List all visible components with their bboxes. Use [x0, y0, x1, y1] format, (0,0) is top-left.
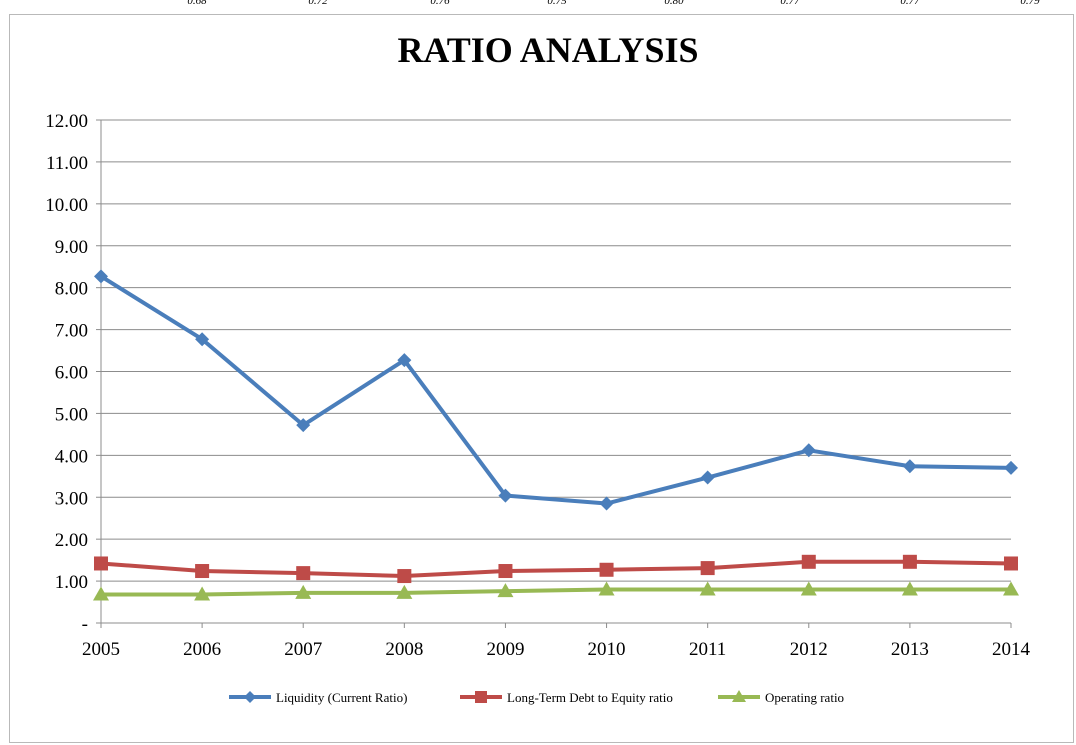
y-tick-label: 10.00	[45, 195, 88, 216]
legend-label: Operating ratio	[765, 690, 844, 705]
y-tick-label: 9.00	[55, 237, 88, 258]
data-point	[1004, 460, 1018, 475]
y-tick-label: -	[82, 614, 88, 635]
chart-frame	[9, 14, 1074, 743]
series-line	[100, 559, 1012, 579]
y-tick-label: 8.00	[55, 279, 88, 300]
top-row-value: 0.72	[308, 0, 328, 7]
legend-item: Operating ratio	[718, 690, 844, 705]
data-point	[397, 569, 412, 584]
legend-item: Liquidity (Current Ratio)	[229, 690, 407, 705]
series-line	[99, 274, 1012, 506]
data-point	[699, 581, 716, 596]
series-group	[93, 269, 1019, 601]
data-point	[901, 581, 918, 596]
y-tick-label: 1.00	[55, 572, 88, 593]
data-point	[497, 583, 514, 598]
top-row-value: 0.79	[1020, 0, 1040, 7]
data-point	[902, 459, 917, 474]
top-row-value: 0.77	[900, 0, 920, 7]
data-point	[296, 566, 311, 581]
y-tick-label: 5.00	[55, 404, 88, 425]
x-tick-label: 2011	[689, 639, 726, 660]
x-tick-label: 2010	[588, 639, 626, 660]
x-tick-label: 2007	[284, 639, 322, 660]
data-point	[195, 564, 210, 579]
data-point	[1003, 581, 1019, 596]
x-tick-label: 2013	[891, 639, 929, 660]
data-point	[801, 554, 816, 569]
data-point	[599, 496, 614, 511]
data-point	[801, 443, 816, 458]
gridlines	[101, 119, 1011, 582]
data-point	[599, 562, 614, 577]
top-row-value: 0.77	[780, 0, 800, 7]
data-point	[475, 691, 487, 703]
x-tick-label: 2008	[385, 639, 423, 660]
data-point	[800, 581, 817, 596]
top-row-value: 0.75	[547, 0, 567, 7]
y-tick-label: 3.00	[55, 488, 88, 509]
data-point	[700, 561, 715, 576]
series-line	[101, 587, 1011, 597]
data-point	[498, 488, 513, 503]
legend-label: Long-Term Debt to Equity ratio	[507, 690, 673, 705]
data-point	[396, 584, 413, 599]
data-point	[700, 470, 715, 485]
top-row-values: 0.68 0.72 0.76 0.75 0.80 0.77 0.77 0.79	[187, 0, 1040, 7]
chart-title: RATIO ANALYSIS	[397, 30, 698, 70]
y-tick-label: 4.00	[55, 446, 88, 467]
data-point	[244, 691, 256, 703]
x-tick-label: 2014	[992, 639, 1031, 660]
data-point	[94, 556, 108, 571]
x-tick-label: 2012	[790, 639, 828, 660]
data-point	[295, 584, 312, 599]
top-row-value: 0.68	[187, 0, 207, 7]
top-row-value: 0.76	[430, 0, 450, 7]
data-point	[94, 269, 108, 284]
x-axis-ticks: 2005 2006 2007 2008 2009 2010 2011 2012 2013 2014	[82, 623, 1031, 660]
y-tick-label: 11.00	[46, 153, 88, 174]
x-tick-label: 2006	[183, 639, 221, 660]
x-tick-label: 2005	[82, 639, 120, 660]
top-row-value: 0.80	[664, 0, 684, 7]
legend: Liquidity (Current Ratio) Long-Term Debt …	[229, 690, 844, 705]
y-tick-label: 2.00	[55, 530, 88, 551]
data-point	[732, 690, 746, 702]
data-point	[1004, 556, 1018, 571]
data-point	[195, 332, 210, 347]
data-point	[598, 581, 615, 596]
data-point	[902, 554, 917, 569]
y-tick-label: 6.00	[55, 363, 88, 384]
legend-label: Liquidity (Current Ratio)	[276, 690, 407, 705]
y-axis-ticks: - 1.00 2.00 3.00 4.00 5.00 6.00 7.00 8.00 9.00 10.…	[45, 111, 101, 635]
data-point	[498, 564, 513, 579]
series-1	[94, 554, 1018, 584]
series-2	[93, 581, 1019, 601]
data-point	[194, 586, 211, 601]
series-0	[94, 269, 1018, 511]
data-point	[296, 418, 311, 433]
legend-item: Long-Term Debt to Equity ratio	[460, 690, 673, 705]
x-tick-label: 2009	[486, 639, 524, 660]
y-tick-label: 12.00	[45, 111, 88, 132]
data-point	[397, 353, 412, 368]
data-point	[93, 586, 109, 601]
y-tick-label: 7.00	[55, 321, 88, 342]
